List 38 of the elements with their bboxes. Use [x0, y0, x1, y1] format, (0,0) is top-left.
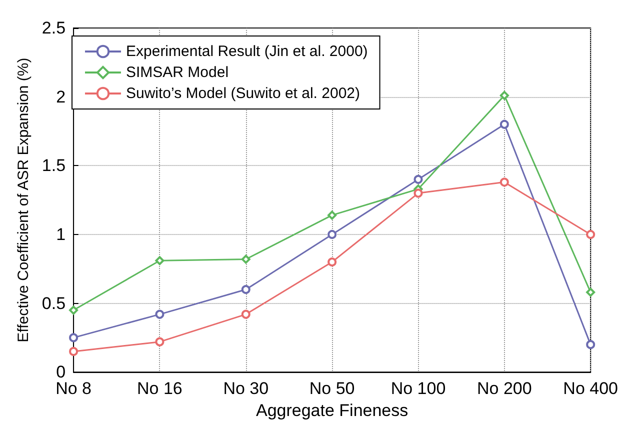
point	[155, 310, 164, 319]
point	[500, 178, 509, 187]
y-tick-label: 1	[56, 224, 66, 244]
x-tick-label: No 30	[223, 379, 269, 398]
x-tick-label: No 400	[563, 379, 618, 398]
point	[586, 288, 596, 297]
x-axis-title: Aggregate Fineness	[256, 401, 408, 420]
y-tick-label: 2	[56, 87, 66, 106]
x-tick-label: No 50	[309, 379, 355, 398]
x-tick-label: No 100	[390, 379, 446, 398]
y-tick-label: 0.5	[42, 294, 66, 313]
point	[155, 256, 164, 266]
point	[328, 257, 337, 266]
point	[586, 340, 596, 350]
legend-label: SIMSAR Model	[126, 64, 229, 81]
point	[241, 310, 250, 319]
point	[414, 174, 423, 184]
point	[500, 120, 509, 129]
point	[500, 90, 509, 100]
y-tick-label: 1.5	[42, 156, 66, 176]
point	[586, 230, 596, 239]
point	[414, 188, 423, 198]
point	[328, 210, 337, 220]
point	[241, 254, 250, 264]
x-tick-label: No 200	[477, 379, 532, 398]
point	[69, 306, 78, 315]
legend-label: Experimental Result (Jin et al. 2000)	[126, 43, 368, 60]
x-tick-label: No 8	[56, 379, 92, 398]
y-tick-label: 0	[56, 362, 66, 382]
x-tick-label: No 16	[137, 379, 182, 398]
point	[328, 230, 337, 239]
point	[155, 337, 164, 346]
point	[69, 333, 78, 342]
legend-label: Suwito’s Model (Suwito et al. 2002)	[126, 85, 360, 102]
y-tick-label: 2.5	[42, 18, 66, 38]
point	[241, 285, 250, 294]
point	[69, 346, 78, 356]
y-axis-title: Effective Coefficient of ASR Expansion (%)	[15, 58, 32, 342]
